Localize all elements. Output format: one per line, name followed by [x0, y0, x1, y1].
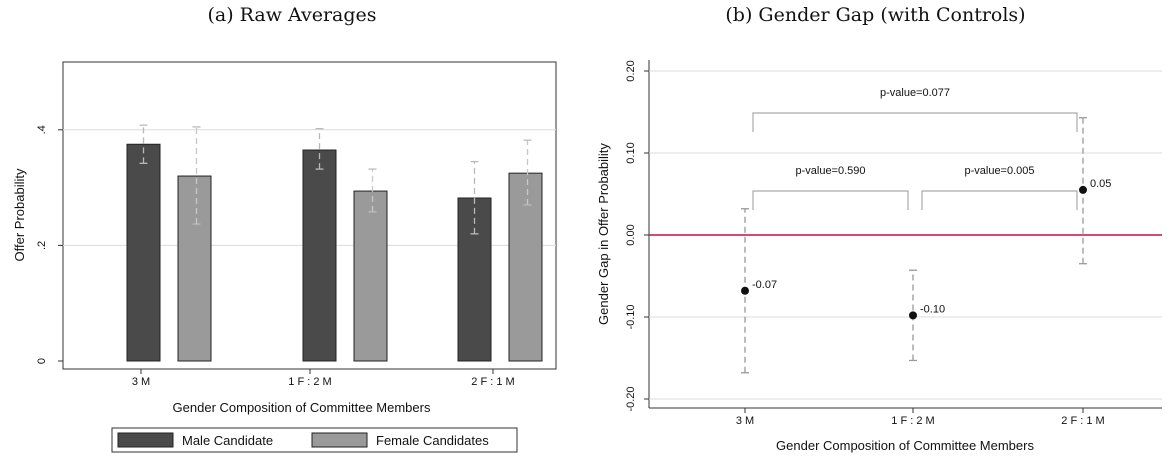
legend-swatch-male [117, 432, 174, 448]
panel-b-title: (b) Gender Gap (with Controls) [725, 4, 1026, 26]
panel-a-y-axis-label: Offer Probability [12, 168, 27, 261]
panel-b-y-tick-label: 0.10 [625, 142, 637, 163]
p-value-label: p-value=0.005 [964, 165, 1034, 177]
panel-b-x-tick-label: 1 F : 2 M [891, 415, 934, 427]
panel-b-point-label: 0.05 [1090, 178, 1111, 190]
female-bar [508, 172, 543, 362]
panel-b-x-tick-label: 3 M [736, 415, 754, 427]
female-bar [177, 175, 212, 362]
panel-a-x-tick-label: 1 F : 2 M [288, 376, 331, 388]
panel-b-x-tick-label: 2 F : 1 M [1061, 415, 1104, 427]
panel-b-y-axis-label: Gender Gap in Offer Probability [596, 143, 611, 325]
male-bar [457, 197, 492, 362]
panel-a-x-tick-label: 3 M [132, 376, 150, 388]
panel-b-point-label: -0.10 [920, 303, 945, 315]
panel-a-y-tick-label: 0 [36, 358, 48, 364]
panel-a-x-tick-label: 2 F : 1 M [471, 376, 514, 388]
p-value-label: p-value=0.077 [880, 87, 950, 99]
panel-b-x-axis-label: Gender Composition of Committee Members [776, 438, 1034, 453]
female-bar [353, 190, 388, 362]
legend-label-female: Female Candidates [376, 433, 489, 448]
panel-b-y-tick-label: -0.20 [625, 386, 637, 411]
panel-a-title: (a) Raw Averages [207, 4, 377, 26]
panel-b-y-tick-label: -0.10 [625, 304, 637, 329]
male-bar [126, 143, 161, 362]
panel-b-y-tick-label: 0.00 [625, 224, 637, 245]
panel-b-point [909, 311, 917, 320]
significance-bracket [921, 190, 1078, 210]
legend-label-male: Male Candidate [182, 433, 273, 448]
panel-b-point-label: -0.07 [752, 279, 777, 291]
significance-bracket [752, 190, 909, 210]
legend-swatch-female [311, 432, 368, 448]
panel-a-y-tick-label: .4 [36, 125, 48, 134]
panel-b-point [741, 286, 749, 295]
panel-a-y-tick-label: .2 [36, 241, 48, 250]
panel-b-point [1079, 185, 1087, 194]
significance-bracket [752, 112, 1078, 132]
p-value-label: p-value=0.590 [795, 165, 865, 177]
panel-a-x-axis-label: Gender Composition of Committee Members [173, 400, 431, 415]
panel-b-y-tick-label: 0.20 [625, 60, 637, 81]
male-bar [302, 149, 337, 362]
